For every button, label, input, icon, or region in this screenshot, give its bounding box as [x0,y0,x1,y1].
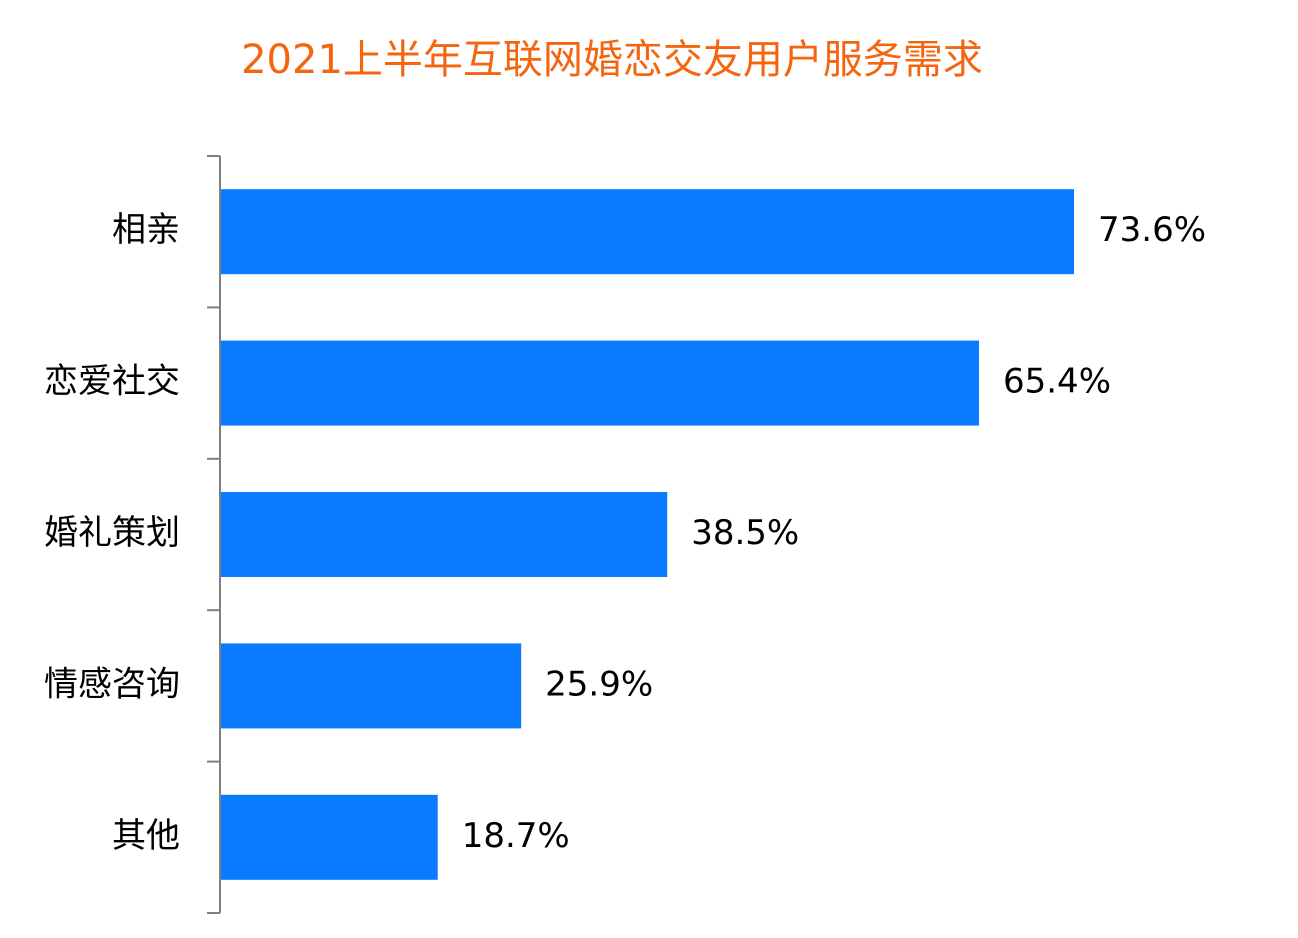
category-label: 其他 [112,816,180,856]
value-label: 18.7% [462,816,570,856]
bar [221,643,522,729]
bar [221,794,438,880]
bar [221,189,1075,275]
bar [221,492,668,577]
value-label: 25.9% [545,664,653,704]
bar [221,340,979,426]
chart-title: 2021上半年互联网婚恋交友用户服务需求 [241,37,983,83]
value-label: 65.4% [1003,362,1111,402]
value-label: 38.5% [691,513,799,553]
category-label: 情感咨询 [44,664,180,704]
category-label: 相亲 [112,210,180,250]
category-label: 婚礼策划 [44,513,180,553]
category-label: 恋爱社交 [44,362,180,402]
value-label: 73.6% [1098,210,1206,250]
